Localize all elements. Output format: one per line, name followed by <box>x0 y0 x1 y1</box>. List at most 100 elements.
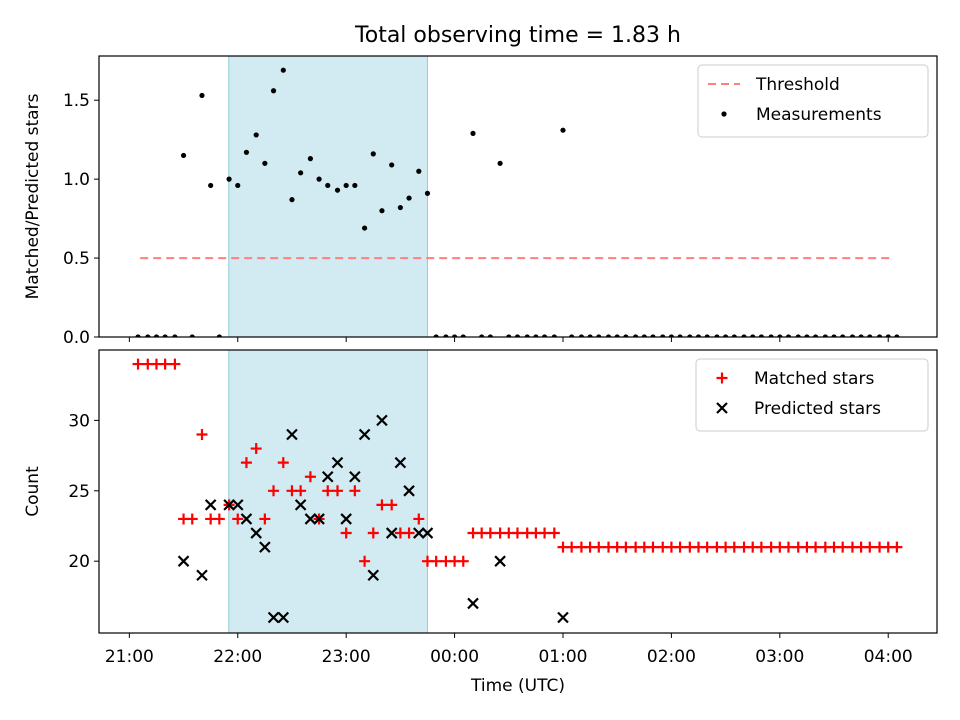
data-point <box>755 541 767 553</box>
data-point <box>370 151 376 157</box>
data-point <box>379 208 385 214</box>
data-point <box>704 334 710 337</box>
legend: Threshold Measurements <box>697 64 929 138</box>
data-point <box>687 334 693 337</box>
data-point <box>674 541 686 553</box>
data-point <box>340 527 352 539</box>
data-point <box>484 527 496 539</box>
legend-label: Matched stars <box>754 369 874 389</box>
x-tick-label: 02:00 <box>647 647 696 667</box>
axes-frame <box>98 55 938 338</box>
legend: Matched stars Predicted stars <box>695 358 929 432</box>
data-point <box>413 513 425 525</box>
data-point <box>840 334 846 337</box>
data-point <box>831 334 837 337</box>
data-point <box>162 334 168 337</box>
y-tick-label: 20 <box>68 552 90 572</box>
data-point <box>250 443 262 455</box>
x-tick-label: 03:00 <box>755 647 804 667</box>
data-point <box>313 513 325 525</box>
data-point <box>569 334 575 337</box>
data-point <box>295 485 307 497</box>
data-point <box>196 569 208 582</box>
data-point <box>587 334 593 337</box>
data-point <box>614 334 620 337</box>
data-point <box>777 334 783 337</box>
data-point <box>259 513 271 525</box>
data-point <box>232 513 244 525</box>
x-tick-label: 04:00 <box>864 647 913 667</box>
data-point <box>750 334 756 337</box>
axes-frame <box>98 349 938 634</box>
data-point <box>304 471 316 483</box>
data-point <box>560 127 566 133</box>
data-point <box>548 527 560 539</box>
data-point <box>424 190 431 196</box>
data-point <box>340 513 352 525</box>
data-point <box>451 334 458 337</box>
data-point <box>298 170 304 176</box>
y-tick-label: 30 <box>68 411 90 431</box>
data-point <box>867 334 873 337</box>
legend-label: Predicted stars <box>754 399 881 419</box>
data-point <box>169 358 181 370</box>
data-point <box>596 334 602 337</box>
data-point <box>216 334 222 337</box>
data-point <box>376 499 388 511</box>
data-point <box>153 334 160 337</box>
data-point <box>668 334 674 337</box>
data-point <box>385 527 398 539</box>
data-point <box>812 334 819 337</box>
series-matched-stars <box>132 358 903 567</box>
legend-box <box>695 358 929 432</box>
x-tick-label: 01:00 <box>538 647 587 667</box>
data-point <box>280 67 286 73</box>
data-point <box>325 182 331 189</box>
data-point <box>551 334 557 337</box>
data-point <box>795 334 801 337</box>
data-point <box>660 334 666 337</box>
data-point <box>352 182 358 189</box>
data-point <box>677 334 683 337</box>
data-point <box>316 176 322 182</box>
data-point <box>578 334 585 337</box>
data-point <box>641 334 647 337</box>
data-point <box>514 334 521 337</box>
data-point <box>479 334 485 337</box>
x-tick-label: 22:00 <box>213 647 262 667</box>
data-point <box>593 541 605 553</box>
data-point <box>286 428 298 441</box>
data-point <box>758 334 764 337</box>
legend-key <box>716 372 728 384</box>
data-point <box>557 611 569 624</box>
data-point <box>822 334 828 337</box>
data-point <box>253 132 259 138</box>
series-measurements <box>135 67 900 337</box>
y-axis-label: Matched/Predicted stars <box>23 93 43 299</box>
legend-label: Threshold <box>755 75 840 95</box>
x-tick-label: 21:00 <box>105 647 154 667</box>
data-point <box>891 541 903 553</box>
data-point <box>785 334 792 337</box>
data-point <box>307 156 313 162</box>
data-point <box>226 176 232 182</box>
data-point <box>343 182 349 189</box>
data-point <box>876 334 883 337</box>
data-point <box>413 527 425 539</box>
data-point <box>647 541 659 553</box>
data-point <box>259 541 271 553</box>
data-point <box>511 527 523 539</box>
data-point <box>858 334 864 337</box>
data-point <box>494 555 506 567</box>
data-point <box>145 334 151 337</box>
data-point <box>159 358 171 370</box>
data-point <box>620 541 632 553</box>
data-point <box>470 130 476 136</box>
data-point <box>894 334 900 337</box>
data-point <box>460 334 466 337</box>
data-point <box>289 197 295 203</box>
data-point <box>358 428 371 441</box>
y-tick-label: 1.0 <box>63 170 90 190</box>
y-tick-label: 0.0 <box>63 328 90 348</box>
